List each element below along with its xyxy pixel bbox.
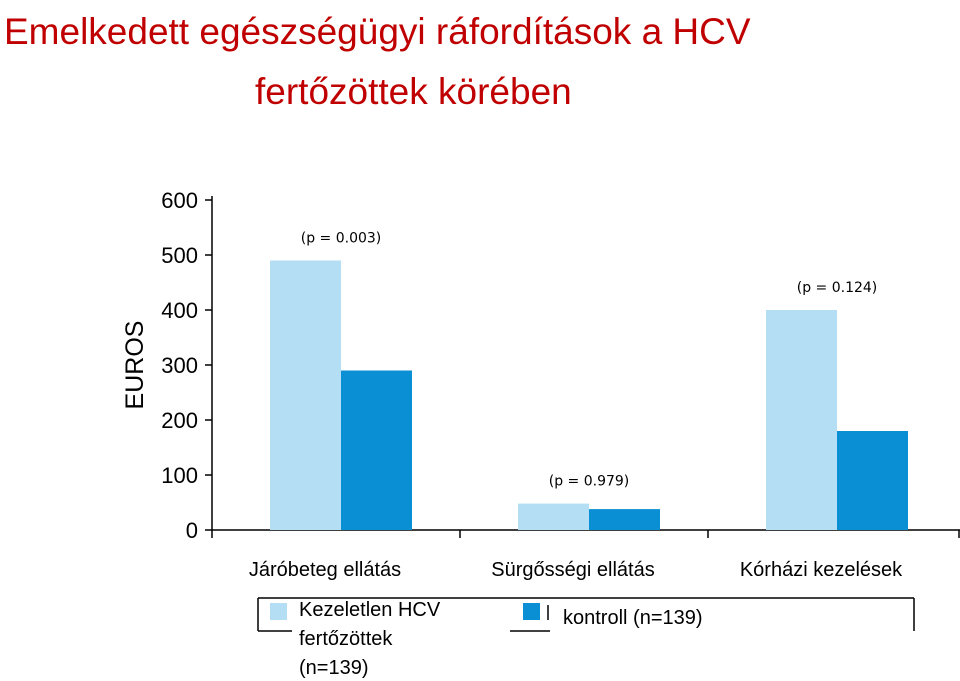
x-category-label-0: Járóbeteg ellátás (249, 559, 401, 581)
bar-control-0 (341, 370, 412, 530)
legend-label-untreated-line-1: fertőzöttek (299, 628, 393, 650)
y-tick-label-6: 600 (161, 188, 198, 213)
chart-title-line-2: fertőzöttek körében (255, 71, 572, 112)
y-tick-label-3: 300 (161, 353, 198, 378)
p-value-annotation-1: (p = 0.979) (549, 474, 630, 490)
y-tick-label-1: 100 (161, 463, 198, 488)
p-value-annotation-2: (p = 0.124) (797, 280, 878, 296)
legend-label-untreated-line-0: Kezeletlen HCV (299, 599, 441, 621)
bar-untreated-2 (766, 310, 837, 530)
legend-label-untreated-line-2: (n=139) (299, 657, 369, 679)
bar-untreated-1 (518, 503, 589, 530)
bar-untreated-0 (270, 260, 341, 530)
legend-label-control-line-0: kontroll (n=139) (563, 607, 703, 629)
y-tick-label-0: 0 (186, 518, 198, 543)
legend-swatch-control (523, 603, 540, 620)
bar-control-1 (589, 509, 660, 530)
y-tick-label-5: 500 (161, 243, 198, 268)
legend-swatch-untreated (270, 603, 287, 620)
x-category-label-1: Sürgősségi ellátás (491, 559, 654, 581)
chart-title-line-1: Emelkedett egészségügyi ráfordítások a H… (4, 11, 751, 52)
p-value-annotation-0: (p = 0.003) (301, 231, 382, 247)
x-category-label-2: Kórházi kezelések (740, 559, 903, 581)
y-axis-label: EUROS (121, 321, 149, 410)
chart-title: Emelkedett egészségügyi ráfordítások a H… (0, 2, 960, 122)
y-tick-label-4: 400 (161, 298, 198, 323)
bar-control-2 (837, 431, 908, 530)
y-tick-label-2: 200 (161, 408, 198, 433)
